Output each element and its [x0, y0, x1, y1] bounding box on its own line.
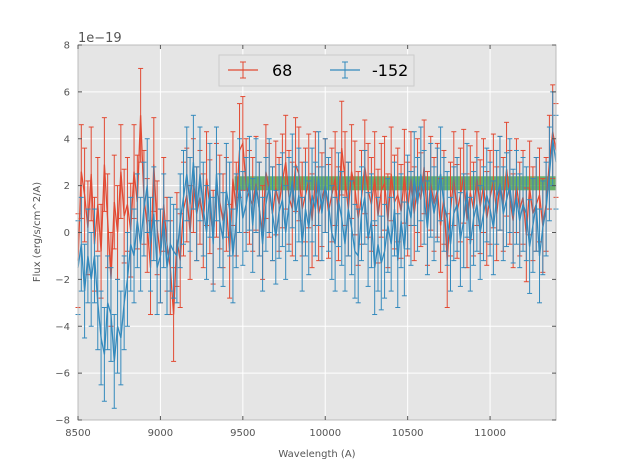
y-tick-label: 0: [64, 228, 70, 239]
y-tick-label: 4: [64, 134, 70, 145]
legend-label: -152: [372, 61, 408, 80]
x-tick-label: 9500: [230, 428, 255, 439]
y-tick-label: 8: [64, 41, 70, 52]
x-axis-label: Wavelength (A): [278, 449, 355, 460]
legend: 68 -152: [218, 54, 415, 87]
x-tick-label: 10500: [392, 428, 424, 439]
y-tick-label: 2: [64, 181, 70, 192]
y-tick-label: −8: [55, 416, 70, 427]
y-tick-label: 6: [64, 87, 70, 98]
y-tick-label: −2: [55, 275, 70, 286]
series-2: [75, 91, 559, 409]
y-offset-label: 1e−19: [78, 31, 122, 46]
series-line: [77, 138, 557, 362]
x-tick-label: 11000: [474, 428, 506, 439]
series-layer: [75, 44, 559, 421]
y-axis-label: Flux (erg/s/cm^2/A): [32, 182, 43, 282]
x-tick-label: 9000: [148, 428, 173, 439]
legend-label: 68: [272, 61, 292, 80]
x-tick-label: 8500: [65, 428, 90, 439]
x-axis: 8500 9000 9500 10000 10500 11000: [65, 45, 506, 439]
x-tick-label: 10000: [309, 428, 341, 439]
y-tick-label: −4: [55, 322, 70, 333]
y-tick-label: −6: [55, 369, 70, 380]
